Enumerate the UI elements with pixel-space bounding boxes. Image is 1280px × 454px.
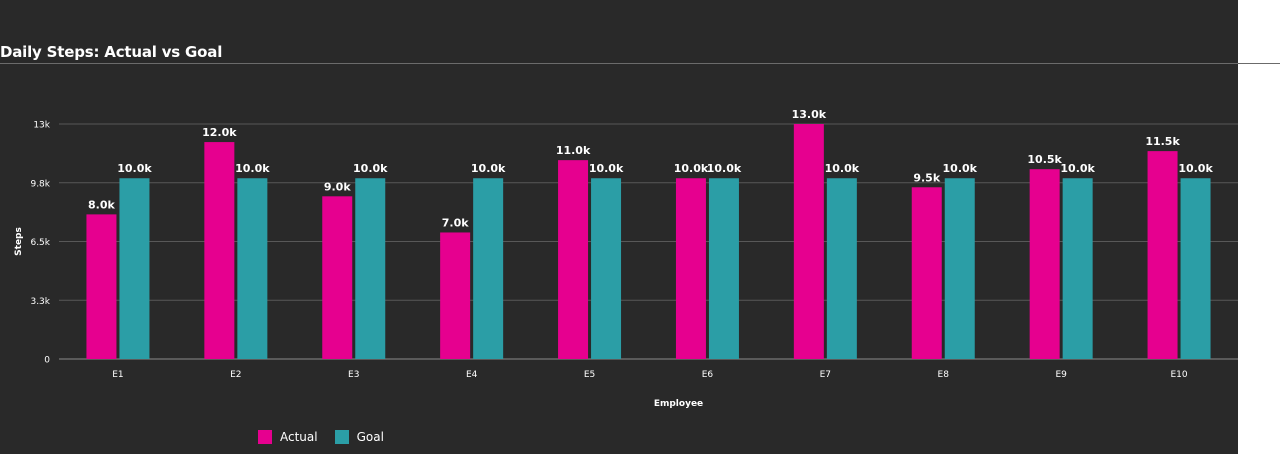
x-tick-label: E10 [1170,370,1187,380]
x-axis-label: Employee [654,399,703,409]
y-tick-label: 6.5k [30,238,50,248]
legend-swatch-actual [258,430,272,444]
chart-title: Daily Steps: Actual vs Goal [0,43,223,61]
data-label: 10.0k [117,162,152,175]
data-label: 10.0k [943,162,978,175]
bar-actual-e8 [911,187,942,359]
bar-goal-e3 [355,178,386,359]
y-axis-label: Steps [14,227,24,256]
y-tick-label: 13k [33,121,50,131]
legend-label-actual: Actual [280,430,318,444]
bar-actual-e6 [675,178,706,359]
title-divider [0,63,1280,64]
bar-actual-e10 [1147,151,1178,359]
y-tick-label: 0 [44,356,50,366]
data-label: 12.0k [202,126,237,139]
bar-goal-e5 [591,178,622,359]
bar-actual-e4 [440,232,471,359]
x-tick-label: E3 [348,370,359,380]
legend-item-actual[interactable]: Actual [258,430,318,444]
data-label: 10.0k [353,162,388,175]
data-label: 13.0k [792,108,827,121]
data-label: 10.0k [1178,162,1213,175]
data-label: 10.5k [1027,153,1062,166]
legend: Actual Goal [258,430,401,444]
bar-actual-e9 [1029,169,1060,359]
bar-goal-e9 [1062,178,1093,359]
x-tick-label: E4 [466,370,478,380]
x-tick-label: E8 [938,370,950,380]
data-label: 10.0k [707,162,742,175]
legend-swatch-goal [334,430,349,444]
bar-actual-e7 [793,124,824,359]
legend-label-goal: Goal [356,430,384,444]
data-label: 8.0k [88,198,115,211]
x-tick-label: E5 [584,370,595,380]
data-label: 9.0k [324,180,351,193]
data-label: 9.5k [913,171,940,184]
bar-goal-e6 [708,178,739,359]
bar-goal-e7 [826,178,857,359]
data-label: 10.0k [674,162,709,175]
data-label: 7.0k [442,216,469,229]
data-label: 10.0k [825,162,860,175]
data-label: 11.0k [556,144,591,157]
bar-actual-e1 [86,214,117,359]
data-label: 10.0k [471,162,506,175]
bar-actual-e5 [558,160,589,359]
data-label: 10.0k [235,162,270,175]
x-tick-label: E6 [702,370,714,380]
bar-goal-e1 [119,178,150,359]
data-label: 11.5k [1145,135,1180,148]
bar-goal-e4 [473,178,504,359]
data-label: 10.0k [589,162,624,175]
bar-chart: 0 3.3k 6.5k 9.8k 13k Steps 8.0k 10.0k E1 12.0k 10.… [14,108,1238,409]
bar-goal-e8 [944,178,975,359]
bar-goal-e10 [1180,178,1211,359]
bar-goal-e2 [237,178,268,359]
data-label: 10.0k [1060,162,1095,175]
x-tick-label: E2 [230,370,241,380]
x-tick-label: E9 [1055,370,1067,380]
bar-actual-e2 [204,142,235,359]
legend-item-goal[interactable]: Goal [334,430,384,444]
y-tick-label: 3.3k [30,297,50,307]
x-tick-label: E1 [112,370,123,380]
x-tick-label: E7 [820,370,831,380]
bar-actual-e3 [322,196,353,359]
y-tick-label: 9.8k [30,179,50,189]
